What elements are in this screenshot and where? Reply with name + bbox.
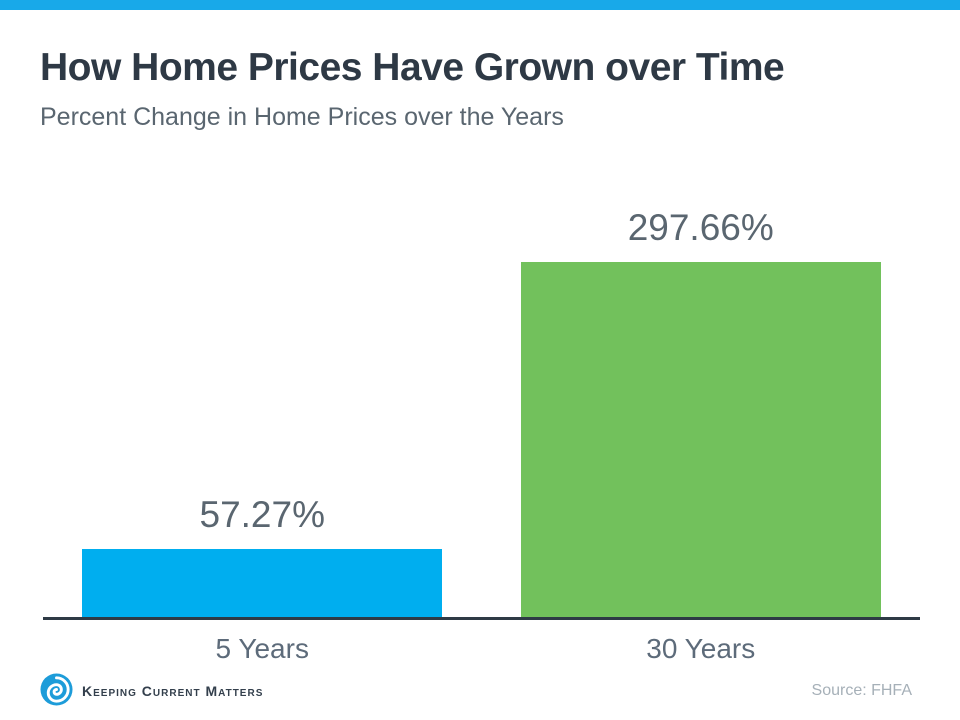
x-axis-line — [43, 617, 920, 620]
bar-value-label-5-years: 57.27% — [199, 494, 326, 535]
top-accent-bar — [0, 0, 960, 10]
source-note: Source: FHFA — [811, 682, 912, 699]
bar-group-30-years: 297.66% — [482, 207, 921, 617]
bar-value-label-30-years: 297.66% — [627, 207, 774, 248]
brand-name: Keeping Current Matters — [82, 682, 264, 699]
bar-5-years — [82, 549, 443, 617]
bar-chart: 57.27% 297.66% 5 Years 30 Years — [43, 160, 920, 665]
page-title: How Home Prices Have Grown over Time — [40, 46, 785, 89]
plot-area: 57.27% 297.66% — [43, 160, 920, 617]
x-axis-label-5-years: 5 Years — [215, 633, 309, 664]
brand-logo: Keeping Current Matters — [40, 673, 263, 706]
x-axis-labels: 5 Years 30 Years — [43, 620, 920, 665]
page-subtitle: Percent Change in Home Prices over the Y… — [40, 103, 564, 131]
bar-30-years — [520, 262, 881, 617]
x-axis-label-30-years: 30 Years — [646, 633, 756, 664]
bar-group-5-years: 57.27% — [43, 494, 482, 617]
swirl-icon — [40, 673, 73, 706]
